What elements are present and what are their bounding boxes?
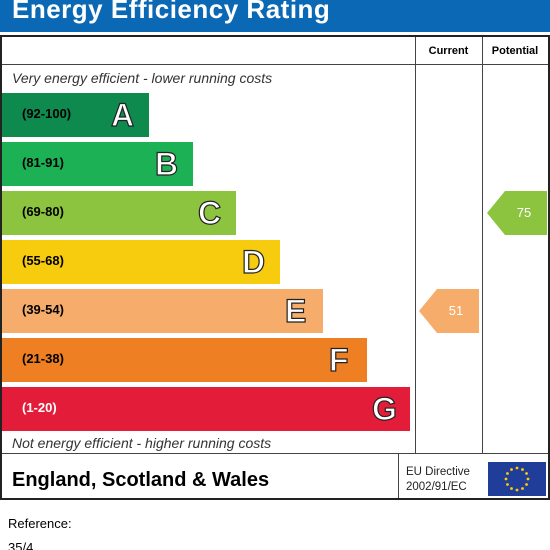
band-g-range: (1-20) [22,400,57,415]
potential-rating-arrow: 75 [487,191,547,235]
band-d-letter: D [241,243,266,280]
band-f: (21-38) F [2,338,367,382]
eu-star [515,466,519,470]
eu-star [506,483,509,486]
title-bar: Energy Efficiency Rating [0,0,550,32]
current-arrow-shape [419,289,479,333]
band-f-letter: F [328,341,349,378]
band-c-range: (69-80) [22,204,64,219]
band-a: (92-100) A [2,93,149,137]
chart-title: Energy Efficiency Rating [12,0,331,24]
footer-divider [2,453,548,454]
reference-value: 35/4 [8,540,34,550]
eu-directive-line2: 2002/91/EC [406,481,467,493]
band-e-range: (39-54) [22,302,64,317]
band-c: (69-80) C [2,191,236,235]
column-header-potential: Potential [491,45,539,57]
eu-directive-line1: EU Directive [406,466,470,478]
band-a-range: (92-100) [22,106,72,121]
band-d: (55-68) D [2,240,280,284]
region-label: England, Scotland & Wales [12,469,270,491]
eu-star [515,488,519,492]
eu-star [510,468,513,471]
band-c-letter: C [197,194,222,231]
header-divider [2,64,548,65]
eu-stars-icon [504,466,530,492]
eu-directive: EU Directive 2002/91/EC [406,465,470,495]
band-b: (81-91) B [2,142,193,186]
note-not-efficient: Not energy efficient - higher running co… [12,435,272,451]
eu-star [510,487,513,490]
eu-star [506,472,509,475]
reference-label: Reference: [8,516,72,531]
band-e-letter: E [284,292,307,329]
band-g: (1-20) G [2,387,410,431]
potential-arrow-shape [487,191,547,235]
eu-star [525,472,528,475]
column-divider-current [415,37,416,453]
band-a-letter: A [110,96,135,133]
note-very-efficient: Very energy efficient - lower running co… [12,70,273,86]
current-rating-arrow: 51 [419,289,479,333]
footer-inner-divider [398,453,399,498]
band-b-letter: B [154,145,179,182]
band-b-range: (81-91) [22,155,64,170]
eu-star [526,477,530,481]
eu-star [521,468,524,471]
band-g-letter: G [371,390,397,427]
eu-star [504,477,508,481]
eu-flag-icon [488,462,546,496]
potential-rating-value: 75 [516,205,532,220]
current-rating-value: 51 [448,303,464,318]
band-e: (39-54) E [2,289,323,333]
column-header-current: Current [428,45,469,57]
eu-star [521,487,524,490]
eu-star [525,483,528,486]
band-f-range: (21-38) [22,351,64,366]
band-d-range: (55-68) [22,253,64,268]
rating-frame: Current Potential Very energy efficient … [0,35,550,500]
column-divider-potential [482,37,483,453]
